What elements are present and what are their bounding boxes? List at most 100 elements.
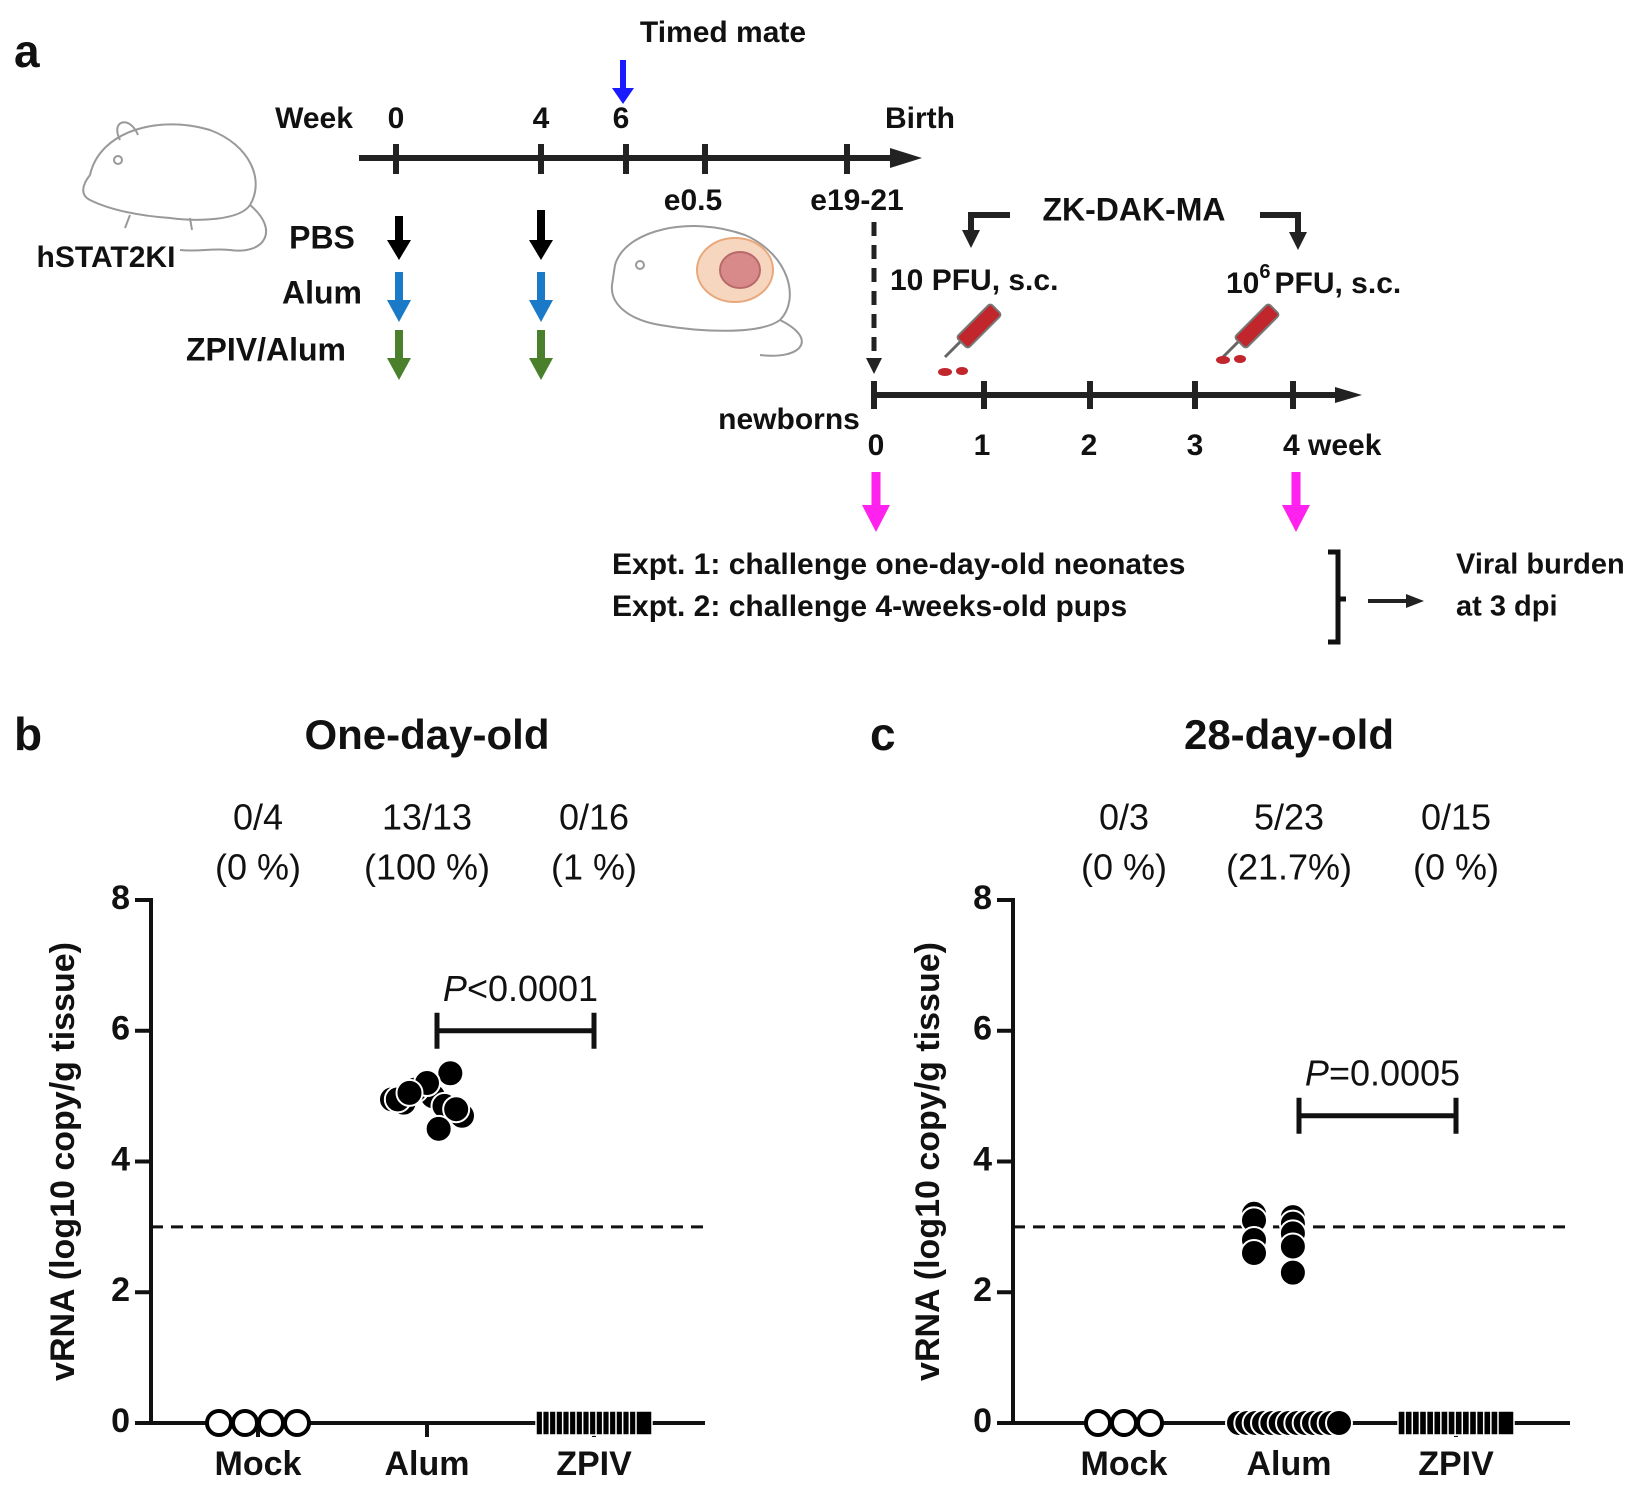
y-tick-label: 4 xyxy=(111,1140,130,1178)
week-tick: 6 xyxy=(613,102,630,135)
data-point xyxy=(1136,1409,1164,1437)
y-tick-label: 8 xyxy=(111,879,130,917)
panel-label: c xyxy=(870,708,896,760)
experiment: Expt. 1: challenge one-day-old neonates xyxy=(612,548,1185,581)
data-point xyxy=(1278,1232,1307,1261)
birth: Birth xyxy=(885,102,955,135)
week-tick: 4 xyxy=(533,102,550,135)
week-label: Week xyxy=(275,102,353,135)
y-axis-label: vRNA (log10 copy/g tissue) xyxy=(44,942,82,1381)
percent: (1 %) xyxy=(551,847,637,888)
data-point xyxy=(231,1409,259,1437)
x-tick-label: Alum xyxy=(1247,1445,1332,1483)
group: ZPIV/Alum xyxy=(186,331,346,367)
y-tick-label: 0 xyxy=(973,1402,992,1440)
arrow-head xyxy=(866,358,882,374)
data-point xyxy=(205,1409,233,1437)
arrow-head xyxy=(962,230,1307,250)
pregnant-mouse-icon xyxy=(610,225,803,357)
mouse-icon xyxy=(82,121,268,252)
syringe xyxy=(938,303,1002,376)
arrow-head xyxy=(612,88,634,104)
significance-bracket xyxy=(1296,1097,1459,1134)
y-tick-label: 2 xyxy=(111,1271,130,1309)
p-symbol: P xyxy=(1305,1052,1329,1093)
week-tick: 3 xyxy=(1187,429,1204,462)
p-text: =0.0005 xyxy=(1329,1052,1460,1093)
dose-arrows xyxy=(387,210,553,380)
timeline-ticks xyxy=(393,144,850,174)
bracket xyxy=(968,212,1301,232)
p-value: P=0.0005 xyxy=(1305,1052,1460,1093)
y-tick-label: 6 xyxy=(111,1010,130,1048)
outcome: Viral burden xyxy=(1456,549,1625,581)
significance-bracket xyxy=(434,1012,597,1049)
outcome: at 3 dpi xyxy=(1456,591,1558,623)
panel-label: a xyxy=(14,25,40,77)
p-value: P<0.0001 xyxy=(443,967,598,1008)
week-tick: 0 xyxy=(388,102,405,135)
arrow-head xyxy=(890,148,922,168)
data-point xyxy=(283,1409,311,1437)
percent: (21.7%) xyxy=(1226,847,1352,888)
week-tick: 0 xyxy=(868,429,885,462)
panel-a: a Timed mate Week 0 4 6 Birth e0.5 e19-2… xyxy=(14,16,1625,645)
x-tick-label: Alum xyxy=(385,1445,470,1483)
data-point xyxy=(635,1410,653,1436)
y-tick-label: 8 xyxy=(973,879,992,917)
arrow-head xyxy=(1406,594,1424,608)
data-point xyxy=(436,1059,465,1088)
arrow-head xyxy=(1335,387,1362,403)
gestation: e19-21 xyxy=(810,184,903,217)
data-point xyxy=(257,1409,285,1437)
data-point xyxy=(1497,1410,1515,1436)
count: 0/4 xyxy=(233,797,283,838)
timed-mate: Timed mate xyxy=(640,16,806,49)
count: 0/16 xyxy=(559,797,629,838)
y-axis-label: vRNA (log10 copy/g tissue) xyxy=(909,942,947,1381)
data-point xyxy=(1325,1409,1353,1437)
syringe xyxy=(1216,303,1280,364)
dose: 106 PFU, s.c. xyxy=(1226,261,1401,300)
count: 5/23 xyxy=(1254,797,1324,838)
percent: (0 %) xyxy=(1413,847,1499,888)
dose: 10 PFU, s.c. xyxy=(890,264,1058,297)
chart-title: 28-day-old xyxy=(1184,711,1394,758)
data-point xyxy=(1278,1258,1307,1287)
y-tick-label: 6 xyxy=(973,1010,992,1048)
count: 0/15 xyxy=(1421,797,1491,838)
strain: hSTAT2KI xyxy=(37,241,176,274)
bracket xyxy=(1328,549,1346,645)
count: 13/13 xyxy=(382,797,472,838)
week-tick: 1 xyxy=(974,429,991,462)
data-point xyxy=(442,1095,471,1124)
gestation: e0.5 xyxy=(664,184,722,217)
dose-base: 10 xyxy=(1226,267,1259,300)
data-point xyxy=(1110,1409,1138,1437)
data-point xyxy=(1240,1239,1268,1268)
percent: (0 %) xyxy=(1081,847,1167,888)
week-tick: 4 week xyxy=(1283,429,1382,462)
dose-exp: 6 xyxy=(1259,261,1270,283)
chart-title: One-day-old xyxy=(304,711,549,758)
y-tick-label: 4 xyxy=(973,1140,992,1178)
dose-rest: PFU, s.c. xyxy=(1275,267,1402,300)
challenge-arrows xyxy=(862,472,1310,532)
x-tick-label: Mock xyxy=(215,1445,302,1483)
count: 0/3 xyxy=(1099,797,1149,838)
virus: ZK-DAK-MA xyxy=(1042,191,1225,227)
group: Alum xyxy=(282,274,362,310)
panel-label: b xyxy=(14,708,42,760)
x-tick-label: ZPIV xyxy=(1418,1445,1494,1483)
newborns: newborns xyxy=(718,403,860,436)
percent: (100 %) xyxy=(364,847,490,888)
data-point xyxy=(1084,1409,1112,1437)
group: PBS xyxy=(289,219,355,255)
y-tick-label: 2 xyxy=(973,1271,992,1309)
x-tick-label: ZPIV xyxy=(556,1445,632,1483)
p-text: <0.0001 xyxy=(467,967,598,1008)
x-tick-label: Mock xyxy=(1081,1445,1168,1483)
data-point xyxy=(424,1114,453,1143)
y-tick-label: 0 xyxy=(111,1402,130,1440)
